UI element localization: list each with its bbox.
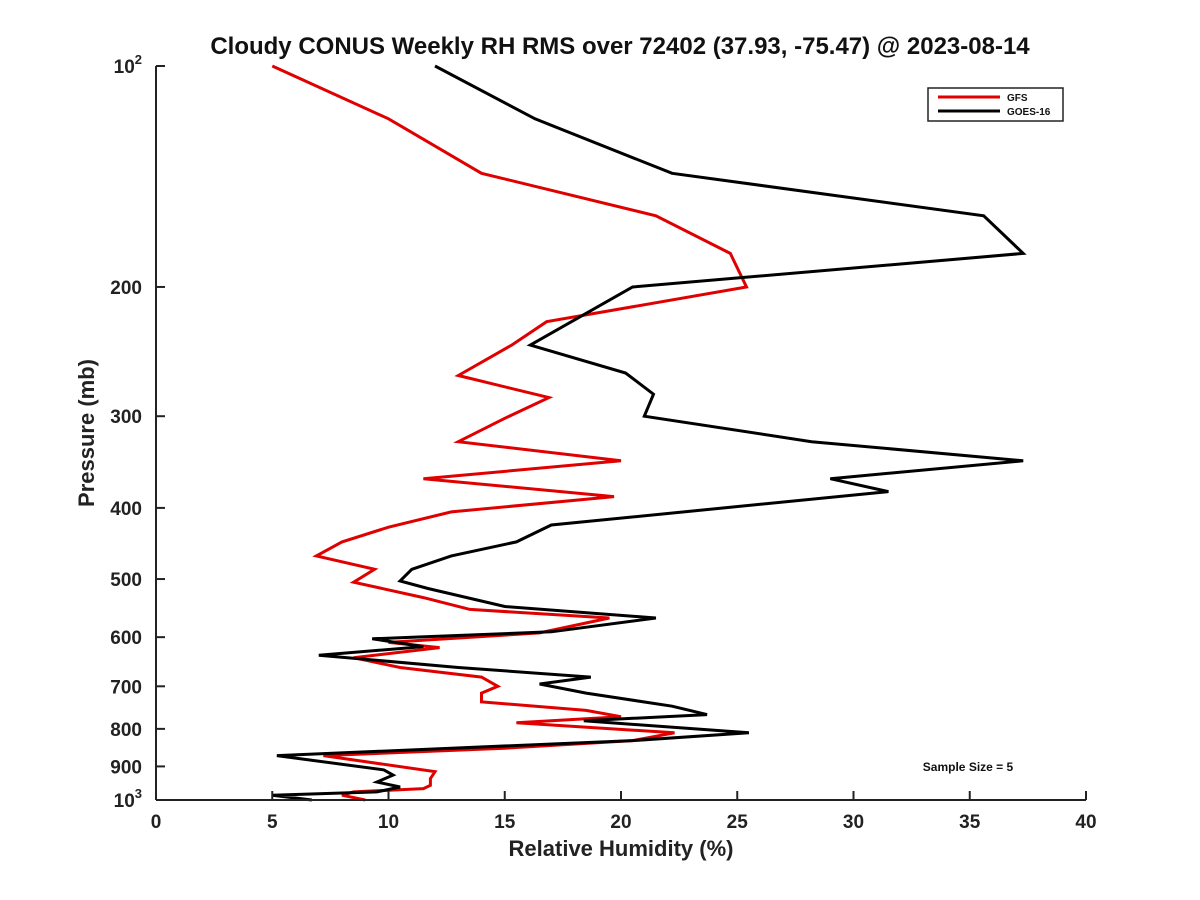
plot-area: 0 5 10 15 20 25 30 35 40 10220030040050060070080… <box>110 52 1096 833</box>
x-tick-label: 40 <box>1075 812 1096 833</box>
y-tick-label: 500 <box>110 570 142 591</box>
series-layer <box>271 64 1027 802</box>
y-tick-label: 200 <box>110 278 142 299</box>
y-tick-label: 800 <box>110 720 142 741</box>
y-tick-label: 400 <box>110 499 142 520</box>
y-axis-label: Pressure (mb) <box>74 359 99 507</box>
chart-legend: GFS GOES-16 <box>927 87 1064 122</box>
series-line-gfs <box>271 64 749 802</box>
x-axis-ticks: 0 5 10 15 20 25 30 35 40 <box>151 791 1097 833</box>
legend-label: GFS <box>1007 93 1028 104</box>
y-tick-label: 300 <box>110 407 142 428</box>
legend-label: GOES-16 <box>1007 107 1051 118</box>
series-line-goes-16 <box>272 64 1027 802</box>
legend-box <box>927 87 1064 122</box>
chart-title: Cloudy CONUS Weekly RH RMS over 72402 (3… <box>210 33 1030 60</box>
x-tick-label: 5 <box>267 812 278 833</box>
x-tick-label: 35 <box>959 812 981 833</box>
sample-size-annotation: Sample Size = 5 <box>923 760 1014 774</box>
x-tick-label: 25 <box>727 812 749 833</box>
x-tick-label: 20 <box>610 812 631 833</box>
y-tick-label: 600 <box>110 628 142 649</box>
x-tick-label: 30 <box>843 812 864 833</box>
y-tick-label: 900 <box>110 757 142 778</box>
x-tick-label: 15 <box>494 812 516 833</box>
x-tick-label: 0 <box>151 812 162 833</box>
x-tick-label: 10 <box>378 812 399 833</box>
y-tick-label: 700 <box>110 677 142 698</box>
x-axis-label: Relative Humidity (%) <box>509 836 734 861</box>
